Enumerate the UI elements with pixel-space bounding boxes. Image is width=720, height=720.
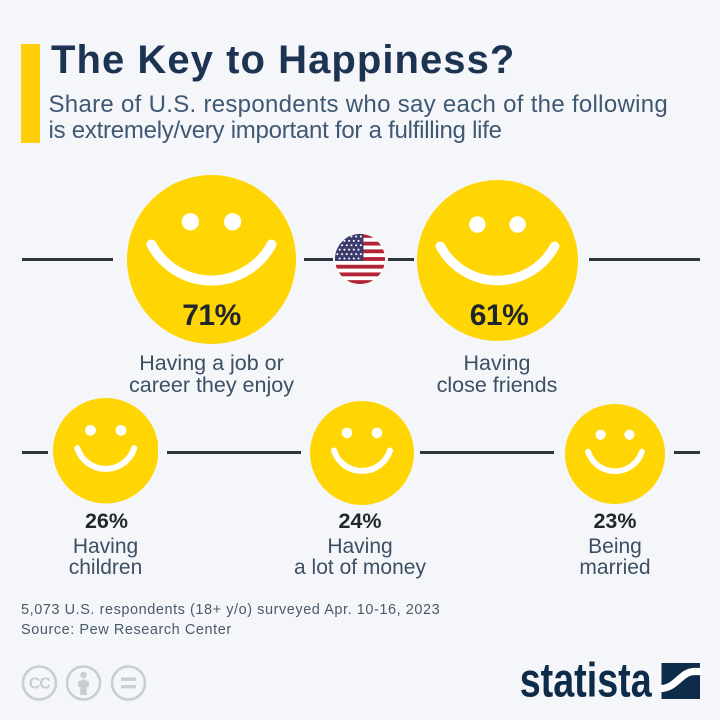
svg-text:CC: CC xyxy=(29,676,52,693)
svg-text:statista: statista xyxy=(520,655,652,705)
